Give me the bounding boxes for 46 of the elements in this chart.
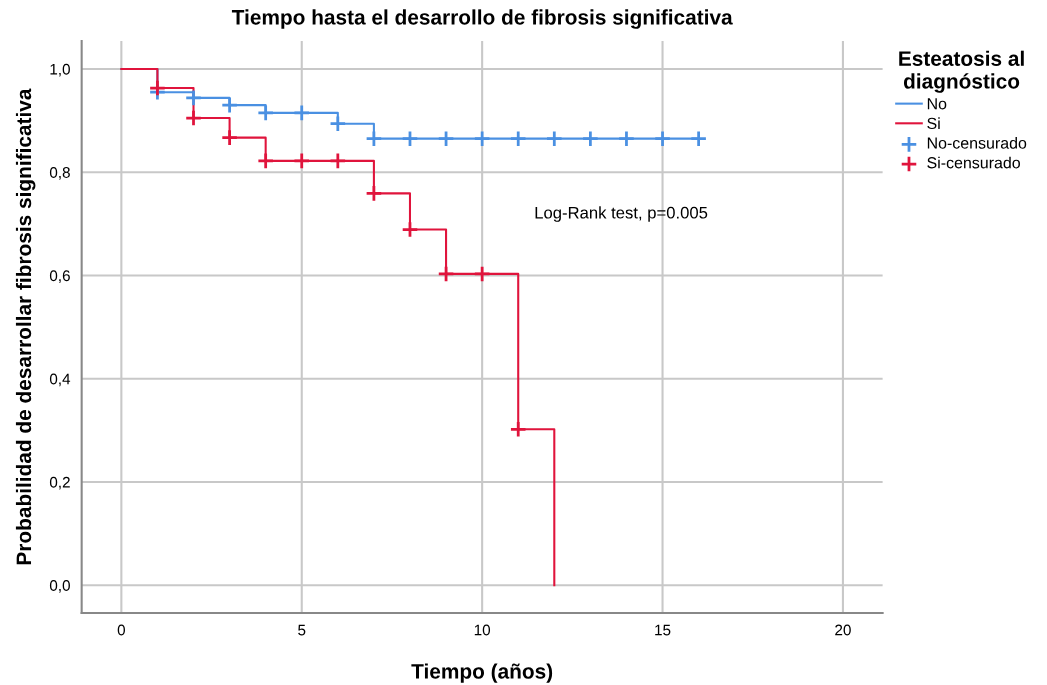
point — [473, 265, 491, 283]
y-tick-label: 0,2 — [49, 476, 70, 490]
point — [509, 129, 527, 148]
point — [401, 220, 419, 239]
point — [257, 152, 275, 170]
y-tick-label: 0,6 — [49, 270, 70, 283]
x-axis-title: Tiempo (años) — [411, 663, 553, 683]
point — [184, 109, 203, 127]
point — [293, 152, 311, 170]
legend-label: Si — [927, 117, 940, 130]
point — [437, 265, 455, 283]
x-tick-label: 0 — [117, 624, 125, 636]
y-tick-label: 1,0 — [50, 63, 70, 77]
annotation: Log-Rank test, p=0.005 — [535, 206, 708, 222]
point — [257, 104, 275, 122]
point — [293, 104, 311, 122]
y-tick-label: 0,0 — [49, 580, 70, 593]
point — [329, 115, 347, 133]
legend-label: No — [927, 98, 947, 110]
point — [148, 79, 167, 97]
point — [545, 129, 563, 148]
x-tick-label: 5 — [298, 624, 306, 636]
point — [220, 96, 239, 114]
legend-label: No-censurado — [927, 137, 1027, 149]
point — [220, 128, 239, 147]
x-tick-label: 15 — [655, 624, 671, 636]
legend-title: Esteatosis al diagnóstico — [899, 50, 1024, 93]
point — [509, 420, 527, 438]
point — [365, 129, 383, 148]
point — [329, 152, 347, 170]
y-tick-label: 0,8 — [49, 167, 70, 180]
point — [653, 129, 672, 148]
point — [184, 89, 203, 107]
point — [617, 129, 636, 148]
chart-title: Tiempo hasta el desarrollo de fibrosis significativa — [231, 9, 733, 29]
point — [437, 129, 455, 148]
point — [689, 129, 708, 148]
point — [473, 129, 491, 148]
point — [401, 129, 419, 148]
x-tick-label: 20 — [835, 624, 851, 636]
point — [581, 129, 600, 148]
point — [365, 184, 383, 203]
legend-label: Si-censurado — [927, 156, 1020, 169]
y-axis-title: Probabilidad de desarrollar fibrosis significativa — [15, 88, 36, 565]
y-tick-label: 0,4 — [49, 373, 71, 387]
x-tick-label: 10 — [474, 624, 491, 636]
